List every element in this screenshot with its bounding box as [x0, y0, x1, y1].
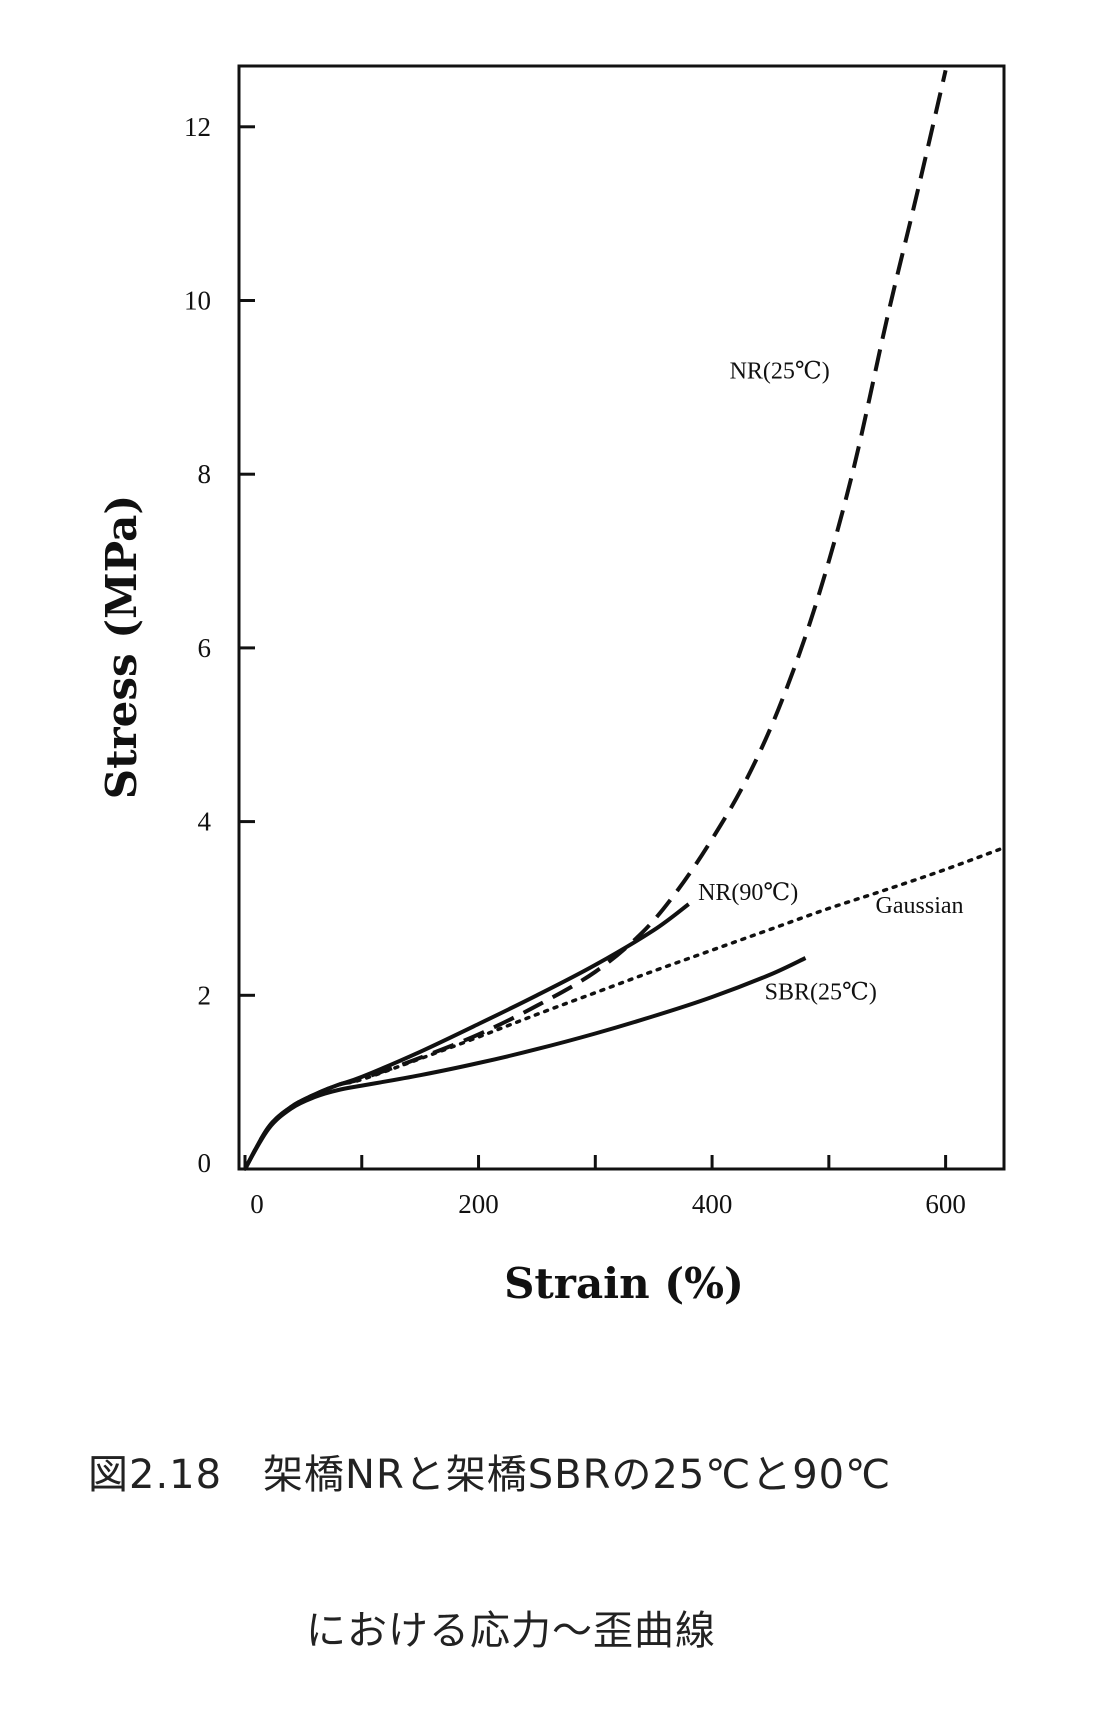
y-tick-label: 6	[198, 633, 212, 663]
plot-frame	[237, 64, 1006, 1171]
x-tick-label: 0	[250, 1189, 264, 1219]
series-label: NR(90℃)	[698, 880, 798, 906]
series-label: Gaussian	[876, 893, 964, 919]
y-tick-label: 8	[198, 459, 212, 489]
x-axis-title: Strain (%)	[504, 1259, 744, 1308]
figure-caption: 図2.18 架橋NRと架橋SBRの25℃と90℃ における応力～歪曲線	[88, 1345, 1078, 1709]
y-tick-label: 12	[184, 112, 211, 142]
series-labels: NR(25℃) NR(90℃) Gaussian SBR(25℃)	[698, 359, 963, 1006]
y-tick-label: 4	[198, 807, 212, 837]
series-layer	[243, 69, 1006, 1171]
caption-line-2: における応力～歪曲線	[306, 1608, 716, 1654]
x-tick-label: 200	[458, 1189, 499, 1219]
caption-line-1: 図2.18 架橋NRと架橋SBRの25℃と90℃	[88, 1452, 892, 1498]
x-tick-label: 600	[925, 1189, 966, 1219]
y-axis-title: Stress (MPa)	[97, 495, 146, 799]
y-tick-label: 10	[184, 285, 211, 315]
y-tick-label: 0	[198, 1148, 212, 1178]
y-tick-label: 2	[198, 980, 212, 1010]
series-line-sbr-25	[243, 956, 807, 1171]
series-label: SBR(25℃)	[765, 980, 877, 1006]
series-label: NR(25℃)	[730, 359, 830, 385]
y-axis: 0 2 4 6 8 10 12	[184, 112, 255, 1178]
series-line-gaussian	[243, 845, 1006, 1171]
stress-strain-chart: 0 200 400 600 0 2 4 6 8 10 12 NR(25℃) NR(90℃) Gauss…	[97, 64, 1006, 1308]
x-axis: 0 200 400 600	[243, 1155, 966, 1219]
x-tick-label: 400	[692, 1189, 733, 1219]
series-line-nr-90	[243, 902, 690, 1170]
